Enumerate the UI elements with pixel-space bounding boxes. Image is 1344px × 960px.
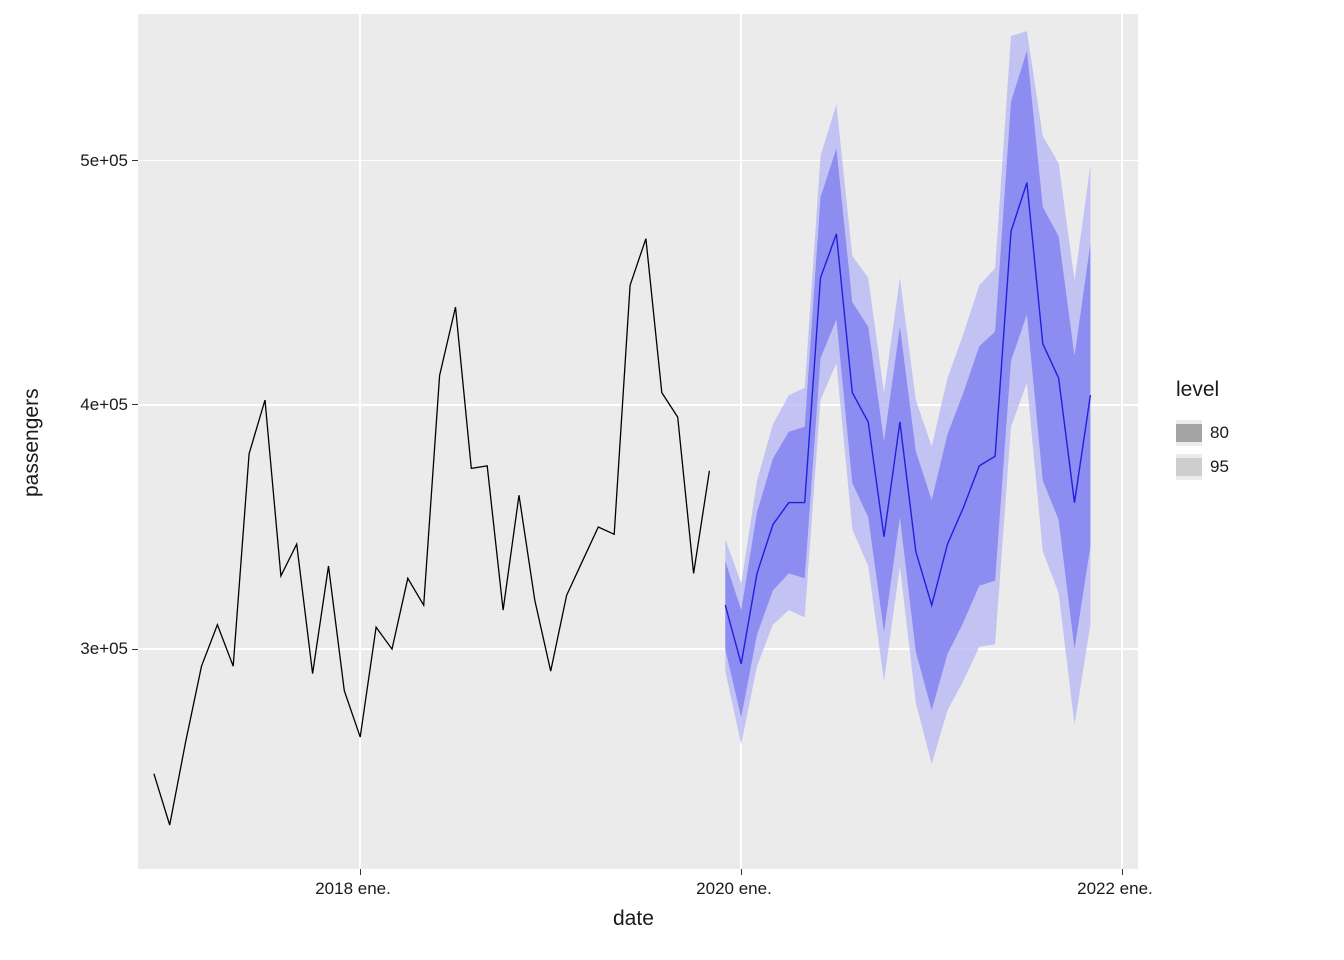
y-tick-label: 4e+05: [80, 395, 128, 415]
y-tick: [132, 404, 138, 405]
y-tick: [132, 649, 138, 650]
legend-swatch: [1176, 424, 1202, 442]
legend-key: [1176, 454, 1202, 480]
x-tick: [1122, 869, 1123, 875]
legend-label: 80: [1210, 423, 1229, 443]
legend-key: [1176, 420, 1202, 446]
legend-item: 95: [1176, 454, 1229, 480]
x-tick: [360, 869, 361, 875]
chart-container: passengers date 3e+05 4e+05 5e+05 2018 ene.…: [0, 0, 1344, 960]
legend-swatch: [1176, 458, 1202, 476]
x-tick-label: 2020 ene.: [696, 879, 772, 899]
plot-svg: [0, 0, 1344, 960]
y-tick: [132, 160, 138, 161]
x-tick: [741, 869, 742, 875]
legend-item: 80: [1176, 420, 1229, 446]
legend-label: 95: [1210, 457, 1229, 477]
historical-line: [154, 239, 710, 825]
x-tick-label: 2022 ene.: [1077, 879, 1153, 899]
legend-title: level: [1176, 378, 1219, 402]
y-axis-title: passengers: [20, 388, 44, 497]
x-axis-title: date: [613, 907, 654, 931]
y-tick-label: 5e+05: [80, 151, 128, 171]
x-tick-label: 2018 ene.: [315, 879, 391, 899]
y-tick-label: 3e+05: [80, 639, 128, 659]
